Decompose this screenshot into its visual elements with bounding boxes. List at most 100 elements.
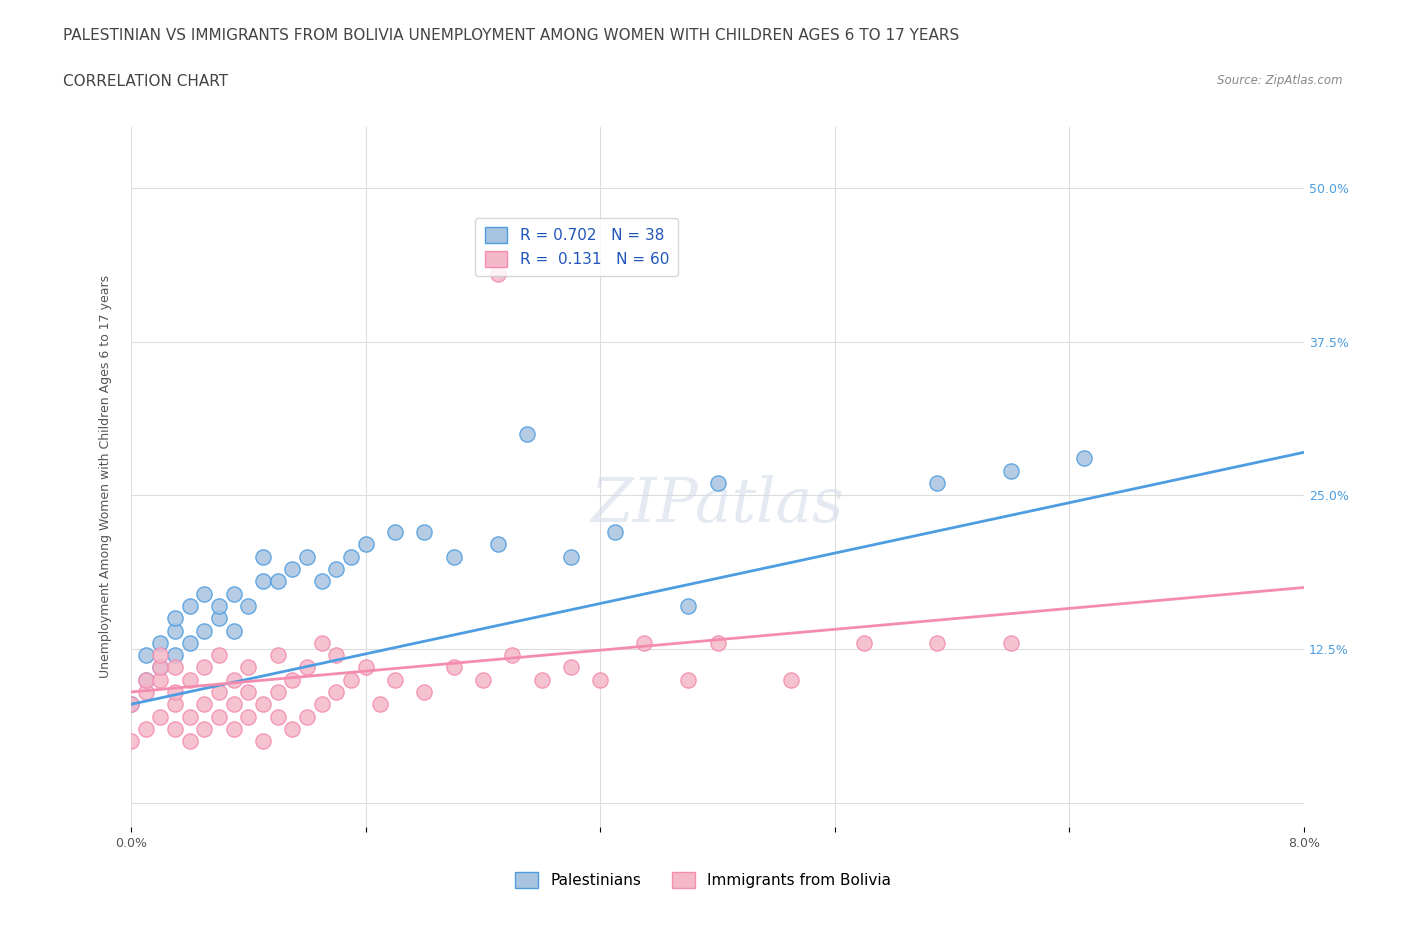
Point [267,684,290,699]
Point [238,709,260,724]
Point [149,635,172,650]
Point [208,611,231,626]
Text: Source: ZipAtlas.com: Source: ZipAtlas.com [1218,74,1343,87]
Point [252,574,274,589]
Point [149,672,172,687]
Point [165,722,187,737]
Legend: Palestinians, Immigrants from Bolivia: Palestinians, Immigrants from Bolivia [509,866,897,895]
Point [179,635,201,650]
Point [267,574,290,589]
Point [325,647,347,662]
Point [165,611,187,626]
Point [165,684,187,699]
Point [238,684,260,699]
Point [486,537,509,551]
Point [486,267,509,282]
Point [516,427,538,442]
Point [413,684,436,699]
Point [179,599,201,614]
Point [927,475,949,490]
Point [472,672,495,687]
Point [208,647,231,662]
Point [165,697,187,711]
Point [311,635,333,650]
Point [135,672,157,687]
Point [295,709,318,724]
Point [1000,635,1022,650]
Point [208,599,231,614]
Point [589,672,612,687]
Point [120,697,142,711]
Point [179,709,201,724]
Point [443,550,465,565]
Point [193,697,215,711]
Point [120,697,142,711]
Point [311,697,333,711]
Text: CORRELATION CHART: CORRELATION CHART [63,74,228,89]
Point [325,562,347,577]
Point [120,734,142,749]
Point [340,550,363,565]
Point [706,635,728,650]
Point [560,550,582,565]
Point [354,537,377,551]
Point [676,599,699,614]
Point [252,550,274,565]
Point [384,525,406,539]
Point [135,672,157,687]
Text: ZIPatlas: ZIPatlas [591,475,844,535]
Point [193,660,215,675]
Point [222,722,245,737]
Point [208,709,231,724]
Point [267,647,290,662]
Point [193,623,215,638]
Point [238,660,260,675]
Y-axis label: Unemployment Among Women with Children Ages 6 to 17 years: Unemployment Among Women with Children A… [100,275,112,679]
Point [165,647,187,662]
Point [927,635,949,650]
Point [295,660,318,675]
Point [267,709,290,724]
Point [149,709,172,724]
Point [281,722,304,737]
Point [165,660,187,675]
Point [281,672,304,687]
Point [179,672,201,687]
Point [281,562,304,577]
Point [384,672,406,687]
Point [222,672,245,687]
Point [633,635,655,650]
Point [179,734,201,749]
Point [193,586,215,601]
Point [149,660,172,675]
Legend: R = 0.702   N = 38, R =  0.131   N = 60: R = 0.702 N = 38, R = 0.131 N = 60 [475,219,678,276]
Point [149,647,172,662]
Point [193,722,215,737]
Point [208,684,231,699]
Point [530,672,553,687]
Point [311,574,333,589]
Point [1073,451,1095,466]
Point [222,586,245,601]
Point [370,697,392,711]
Point [135,722,157,737]
Text: PALESTINIAN VS IMMIGRANTS FROM BOLIVIA UNEMPLOYMENT AMONG WOMEN WITH CHILDREN AG: PALESTINIAN VS IMMIGRANTS FROM BOLIVIA U… [63,28,959,43]
Point [295,550,318,565]
Point [560,660,582,675]
Point [853,635,876,650]
Point [354,660,377,675]
Point [413,525,436,539]
Point [443,660,465,675]
Point [706,475,728,490]
Point [1000,463,1022,478]
Point [222,697,245,711]
Point [501,647,523,662]
Point [165,623,187,638]
Point [676,672,699,687]
Point [135,647,157,662]
Point [149,660,172,675]
Point [238,599,260,614]
Point [252,734,274,749]
Point [779,672,801,687]
Point [603,525,626,539]
